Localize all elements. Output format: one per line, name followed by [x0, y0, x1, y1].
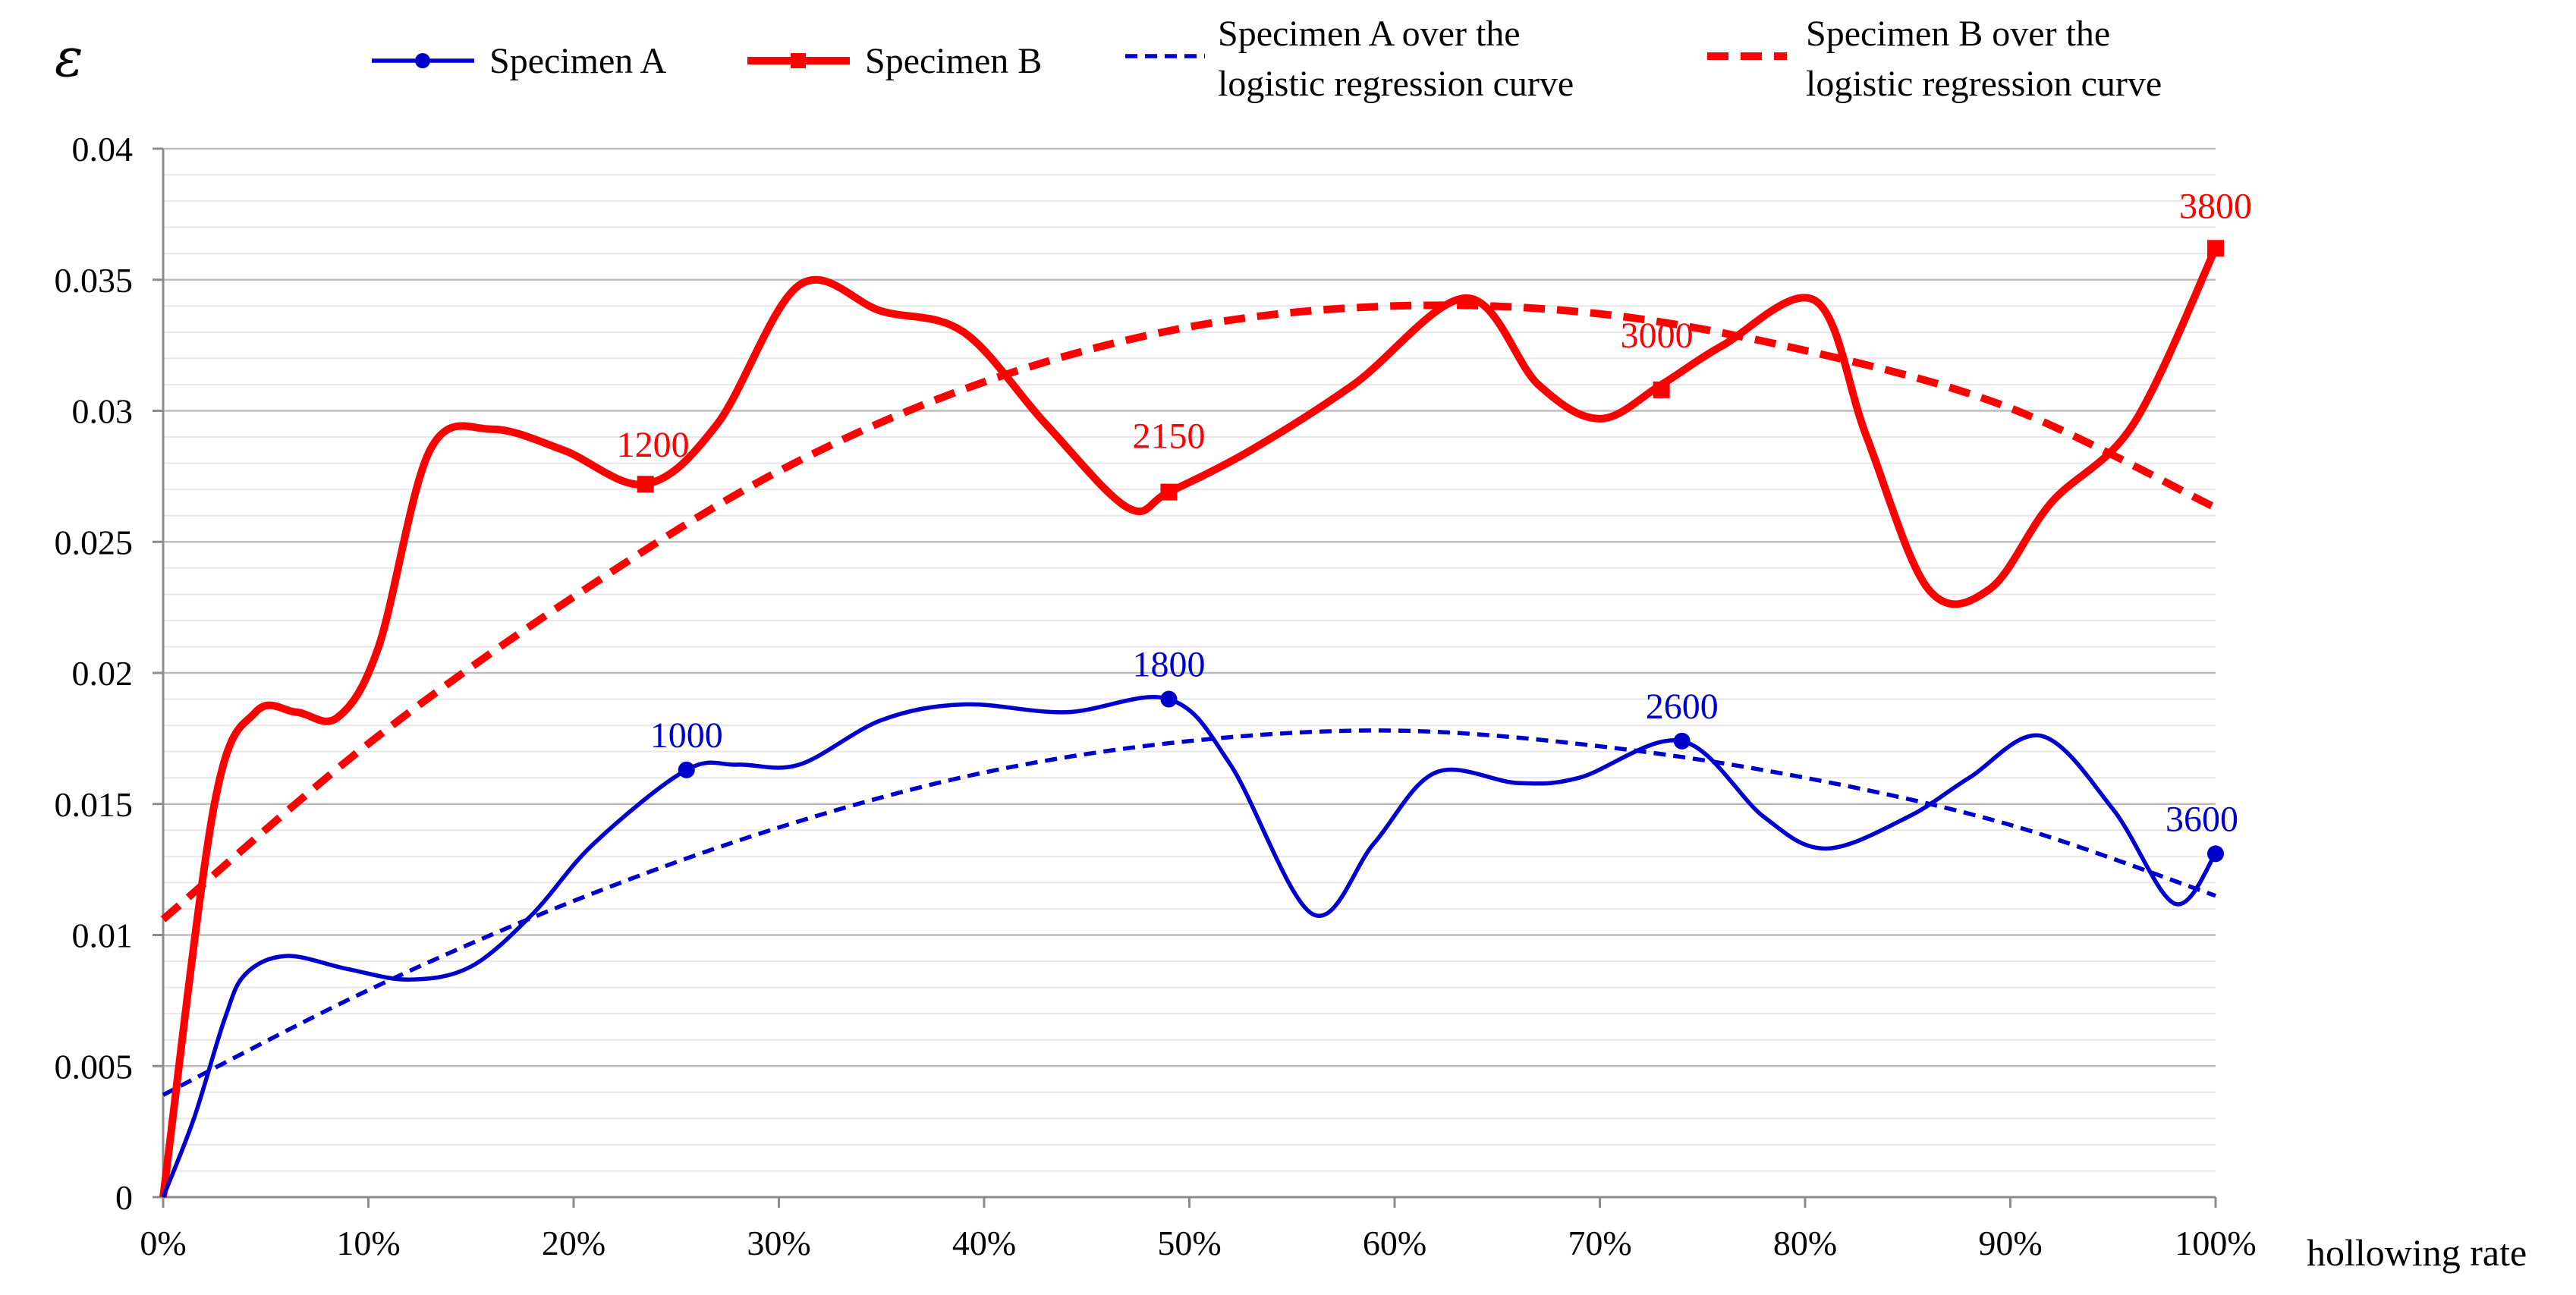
major-gridlines	[163, 147, 2216, 1067]
x-tick-label: 10%	[336, 1224, 400, 1262]
data-label: 3600	[2166, 799, 2238, 839]
legend-label: Specimen A	[489, 41, 667, 81]
legend-marker	[791, 53, 806, 68]
data-point-marker	[1160, 483, 1178, 501]
y-tick-label: 0.035	[55, 261, 134, 300]
series-line-specimen-b-over-the-logistic-regression-curve	[160, 301, 2218, 923]
y-axis-ticks: 0 0.005 0.01 0.015 0.02 0.025 0.03 0.035 0.04	[55, 130, 163, 1217]
legend-label: Specimen B	[865, 41, 1042, 81]
x-tick-label: 0%	[140, 1224, 186, 1262]
y-tick-label: 0.005	[55, 1047, 134, 1086]
legend-label: Specimen B over the	[1806, 14, 2110, 54]
data-label: 1000	[650, 715, 723, 756]
y-tick-label: 0.04	[72, 130, 134, 168]
data-label: 1200	[617, 425, 690, 465]
x-tick-label: 30%	[747, 1224, 810, 1262]
data-label: 3000	[1621, 316, 1694, 356]
legend-label: Specimen A over the	[1218, 14, 1521, 54]
legend: Specimen A Specimen B Specimen A over the l…	[372, 14, 2162, 104]
x-tick-label: 70%	[1568, 1224, 1631, 1262]
x-axis-label: hollowing rate	[2307, 1231, 2527, 1274]
data-point-marker	[2207, 240, 2224, 257]
legend-item: Specimen A	[372, 41, 667, 81]
series-line-specimen-a	[161, 695, 2218, 1199]
legend-item: Specimen B	[747, 41, 1042, 81]
data-point-marker	[678, 761, 695, 778]
x-tick-label: 80%	[1773, 1224, 1837, 1262]
x-tick-label: 50%	[1157, 1224, 1221, 1262]
x-axis-ticks: 0% 10% 20% 30% 40% 50% 60% 70% 80% 90% 100%	[140, 1197, 2257, 1262]
data-point-marker	[1673, 732, 1691, 750]
series-line-specimen-b	[159, 247, 2219, 1198]
data-label: 1800	[1132, 645, 1205, 685]
y-tick-label: 0.015	[55, 785, 134, 824]
y-tick-label: 0.03	[72, 392, 134, 431]
data-label: 2150	[1132, 416, 1205, 457]
x-tick-label: 40%	[952, 1224, 1016, 1262]
data-point-marker	[637, 476, 654, 493]
legend-label: logistic regression curve	[1806, 64, 2162, 104]
legend-marker	[415, 53, 430, 68]
data-point-marker	[1653, 381, 1670, 398]
legend-item: Specimen A over the logistic regression c…	[1125, 14, 1574, 104]
y-tick-label: 0	[115, 1178, 133, 1217]
data-label: 2600	[1646, 687, 1719, 727]
legend-item: Specimen B over the logistic regression c…	[1707, 14, 2162, 104]
y-tick-label: 0.025	[55, 523, 134, 561]
data-labels: 1000 1800 2600 3600 1200 2150 3000 3800	[617, 186, 2252, 863]
y-axis-label: ε	[55, 27, 83, 89]
series-layer	[159, 247, 2219, 1199]
x-tick-label: 90%	[1978, 1224, 2042, 1262]
x-tick-label: 60%	[1363, 1224, 1426, 1262]
x-tick-label: 100%	[2175, 1224, 2256, 1262]
series-line-specimen-a-over-the-logistic-regression-curve	[162, 728, 2216, 1097]
data-label: 3800	[2179, 186, 2252, 226]
y-tick-label: 0.02	[72, 654, 134, 693]
data-point-marker	[1160, 690, 1178, 708]
x-tick-label: 20%	[542, 1224, 605, 1262]
y-tick-label: 0.01	[72, 916, 134, 955]
legend-label: logistic regression curve	[1218, 64, 1574, 104]
data-point-marker	[2207, 845, 2224, 863]
